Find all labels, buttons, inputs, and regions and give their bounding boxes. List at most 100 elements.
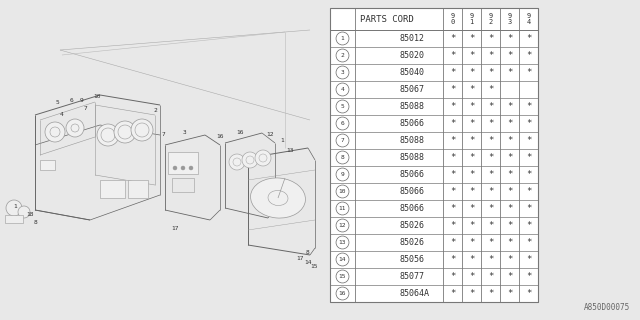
Text: *: * (469, 102, 474, 111)
Text: 2: 2 (340, 53, 344, 58)
Text: 6: 6 (70, 98, 74, 102)
Text: *: * (469, 136, 474, 145)
Text: *: * (450, 170, 455, 179)
Text: *: * (507, 272, 512, 281)
Text: 13: 13 (339, 240, 346, 245)
Text: *: * (507, 170, 512, 179)
Text: 8: 8 (340, 155, 344, 160)
Text: A850D00075: A850D00075 (584, 303, 630, 313)
Circle shape (45, 122, 65, 142)
Text: 13: 13 (286, 148, 294, 153)
Text: *: * (469, 153, 474, 162)
Circle shape (229, 154, 245, 170)
Text: *: * (469, 34, 474, 43)
Text: *: * (488, 136, 493, 145)
Text: *: * (507, 34, 512, 43)
Text: *: * (526, 272, 531, 281)
Text: *: * (450, 34, 455, 43)
Text: 3: 3 (340, 70, 344, 75)
Text: 9: 9 (80, 98, 84, 102)
Text: *: * (507, 204, 512, 213)
Text: *: * (488, 102, 493, 111)
Text: *: * (488, 119, 493, 128)
Circle shape (189, 166, 193, 170)
Text: *: * (488, 51, 493, 60)
Circle shape (114, 121, 136, 143)
Text: 6: 6 (340, 121, 344, 126)
Text: *: * (450, 85, 455, 94)
Text: *: * (469, 170, 474, 179)
Text: 85040: 85040 (399, 68, 424, 77)
Bar (100, 180, 125, 198)
Text: *: * (450, 238, 455, 247)
Text: *: * (469, 119, 474, 128)
Circle shape (97, 124, 119, 146)
Text: 85056: 85056 (399, 255, 424, 264)
Text: 17: 17 (172, 226, 179, 230)
Text: 85066: 85066 (399, 119, 424, 128)
Text: 7: 7 (161, 132, 165, 138)
Text: *: * (469, 68, 474, 77)
Circle shape (131, 119, 153, 141)
Text: 16: 16 (236, 130, 244, 134)
Text: *: * (526, 170, 531, 179)
Text: 14: 14 (304, 260, 312, 266)
Text: *: * (469, 238, 474, 247)
Bar (0, 0, 320, 290)
Text: 1: 1 (340, 36, 344, 41)
Bar (128, 180, 148, 198)
Text: 9
0: 9 0 (451, 12, 454, 26)
Text: 4: 4 (60, 113, 64, 117)
Text: *: * (526, 204, 531, 213)
Text: 18: 18 (26, 212, 34, 218)
Text: 9
3: 9 3 (508, 12, 511, 26)
Text: *: * (488, 289, 493, 298)
Text: *: * (469, 289, 474, 298)
Text: 85066: 85066 (399, 187, 424, 196)
Text: *: * (526, 51, 531, 60)
Text: *: * (526, 255, 531, 264)
Text: *: * (507, 187, 512, 196)
Text: *: * (526, 68, 531, 77)
Text: 9
2: 9 2 (488, 12, 493, 26)
Text: 11: 11 (339, 206, 346, 211)
Circle shape (6, 200, 22, 216)
Text: 9: 9 (340, 172, 344, 177)
Text: *: * (450, 255, 455, 264)
Text: *: * (469, 272, 474, 281)
Text: 85088: 85088 (399, 153, 424, 162)
Text: 5: 5 (55, 100, 59, 106)
Text: *: * (507, 238, 512, 247)
Text: *: * (507, 51, 512, 60)
Text: *: * (526, 238, 531, 247)
Circle shape (242, 152, 258, 168)
Circle shape (255, 150, 271, 166)
Circle shape (181, 166, 185, 170)
Text: *: * (450, 136, 455, 145)
Text: *: * (488, 272, 493, 281)
Text: *: * (488, 255, 493, 264)
Text: *: * (488, 187, 493, 196)
Text: *: * (507, 68, 512, 77)
Text: 16: 16 (216, 133, 224, 139)
Text: *: * (450, 204, 455, 213)
Text: 85088: 85088 (399, 102, 424, 111)
Text: *: * (526, 102, 531, 111)
Text: 1: 1 (13, 204, 17, 210)
Text: 15: 15 (310, 263, 317, 268)
Circle shape (173, 166, 177, 170)
Text: 9
4: 9 4 (526, 12, 531, 26)
Text: *: * (450, 102, 455, 111)
Text: *: * (450, 289, 455, 298)
Text: *: * (488, 68, 493, 77)
Text: *: * (469, 255, 474, 264)
Text: 85066: 85066 (399, 170, 424, 179)
Text: 9
1: 9 1 (469, 12, 474, 26)
Bar (40, 160, 55, 170)
Text: *: * (469, 221, 474, 230)
Text: *: * (507, 102, 512, 111)
Text: 85026: 85026 (399, 221, 424, 230)
Text: 4: 4 (340, 87, 344, 92)
Text: *: * (526, 119, 531, 128)
Text: 85064A: 85064A (399, 289, 429, 298)
